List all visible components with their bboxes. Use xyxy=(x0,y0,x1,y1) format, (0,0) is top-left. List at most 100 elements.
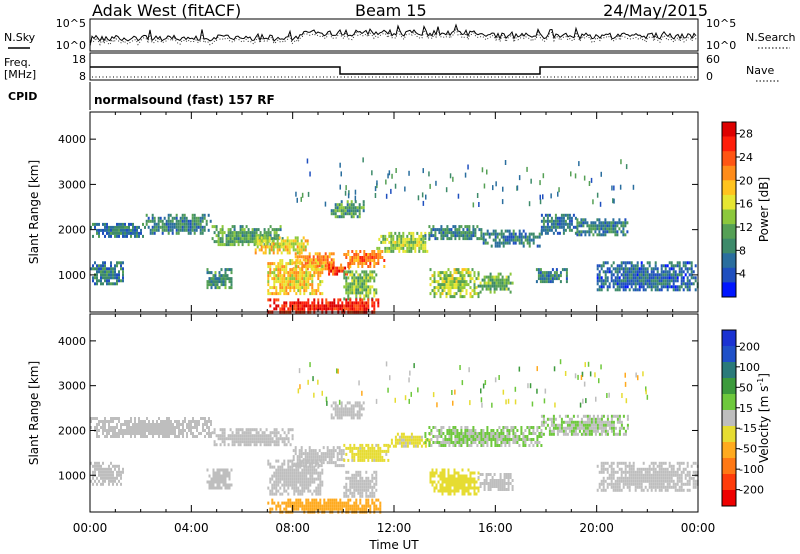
heatmap-cell xyxy=(371,170,373,176)
heatmap-cell xyxy=(344,190,347,196)
heatmap-cell xyxy=(227,231,230,235)
cpid-label: CPID xyxy=(8,90,37,103)
heatmap-cell xyxy=(342,212,345,216)
heatmap-cell xyxy=(230,283,233,287)
heatmap-cell xyxy=(167,216,170,220)
heatmap-cell xyxy=(334,401,337,405)
heatmap-cell xyxy=(145,222,148,226)
heatmap-cell xyxy=(406,246,409,250)
heatmap-cell xyxy=(352,215,355,219)
heatmap-cell xyxy=(285,286,288,290)
heatmap-cell xyxy=(431,280,434,284)
heatmap-cell xyxy=(163,216,166,220)
heatmap-cell xyxy=(347,297,350,301)
heatmap-cell xyxy=(486,441,489,444)
heatmap-cell xyxy=(311,307,314,311)
heatmap-cell xyxy=(358,416,361,420)
heatmap-cell xyxy=(223,243,226,247)
heatmap-cell xyxy=(347,488,350,492)
heatmap-cell xyxy=(340,269,343,273)
heatmap-cell xyxy=(594,224,597,228)
heatmap-cell xyxy=(351,282,354,286)
heatmap-cell xyxy=(332,263,335,267)
heatmap-cell xyxy=(322,458,325,462)
heatmap-cell xyxy=(203,213,206,217)
heatmap-cell xyxy=(606,261,609,265)
heatmap-cell xyxy=(167,213,170,217)
heatmap-cell xyxy=(92,267,94,271)
heatmap-cell xyxy=(287,462,290,466)
heatmap-cell xyxy=(194,423,196,426)
heatmap-cell xyxy=(520,432,523,435)
heatmap-cell xyxy=(251,440,254,444)
heatmap-cell xyxy=(602,426,605,430)
heatmap-cell xyxy=(614,488,617,492)
heatmap-cell xyxy=(120,267,122,271)
heatmap-cell xyxy=(297,465,300,469)
heatmap-cell xyxy=(365,282,368,286)
heatmap-cell xyxy=(347,470,350,474)
heatmap-cell xyxy=(170,432,172,435)
heatmap-cell xyxy=(394,441,397,445)
heatmap-cell xyxy=(467,480,470,484)
heatmap-cell xyxy=(224,274,227,278)
heatmap-cell xyxy=(318,252,321,256)
heatmap-cell xyxy=(465,477,468,481)
heatmap-cell xyxy=(292,261,295,265)
heatmap-cell xyxy=(309,259,312,263)
heatmap-cell xyxy=(606,285,609,289)
heatmap-cell xyxy=(221,240,224,244)
heatmap-cell xyxy=(100,464,102,468)
heatmap-cell xyxy=(359,485,362,489)
heatmap-cell xyxy=(500,438,503,441)
heatmap-cell xyxy=(336,464,339,468)
heatmap-cell xyxy=(604,461,607,465)
heatmap-cell xyxy=(504,238,507,242)
heatmap-cell xyxy=(199,216,202,220)
heatmap-cell xyxy=(219,240,222,244)
heatmap-cell xyxy=(322,255,325,259)
heatmap-cell xyxy=(180,423,182,426)
heatmap-cell xyxy=(449,480,452,484)
heatmap-cell xyxy=(327,307,330,311)
heatmap-cell xyxy=(476,444,479,447)
heatmap-cell xyxy=(116,435,118,438)
cpid-text: normalsound (fast) 157 RF xyxy=(94,93,275,107)
heatmap-cell xyxy=(640,273,643,277)
heatmap-cell xyxy=(489,290,492,294)
heatmap-cell xyxy=(640,473,643,477)
heatmap-cell xyxy=(92,470,94,474)
heatmap-cell xyxy=(479,485,482,488)
heatmap-cell xyxy=(620,267,623,271)
heatmap-cell xyxy=(418,435,421,439)
heatmap-cell xyxy=(546,222,549,226)
heatmap-cell xyxy=(336,404,339,408)
heatmap-cell xyxy=(338,452,341,456)
heatmap-cell xyxy=(210,423,212,426)
heatmap-cell xyxy=(369,479,372,483)
heatmap-cell xyxy=(279,265,282,269)
heatmap-cell xyxy=(369,270,372,274)
heatmap-cell xyxy=(104,228,106,232)
heatmap-cell xyxy=(632,479,635,483)
heatmap-cell xyxy=(314,455,317,459)
heatmap-cell xyxy=(433,489,436,493)
heatmap-cell xyxy=(138,420,140,423)
heatmap-cell xyxy=(263,243,266,247)
heatmap-cell xyxy=(394,246,397,250)
heatmap-cell xyxy=(632,184,635,190)
heatmap-cell xyxy=(439,283,442,287)
heatmap-cell xyxy=(265,231,268,235)
heatmap-cell xyxy=(606,417,609,421)
heatmap-cell xyxy=(271,437,274,441)
heatmap-cell xyxy=(317,471,320,475)
heatmap-cell xyxy=(455,480,458,484)
heatmap-cell xyxy=(355,256,358,259)
heatmap-cell xyxy=(404,435,407,439)
heatmap-cell xyxy=(156,420,158,423)
heatmap-cell xyxy=(501,482,504,485)
heatmap-cell xyxy=(453,286,456,290)
heatmap-cell xyxy=(656,276,659,280)
heatmap-cell xyxy=(245,234,248,238)
heatmap-cell xyxy=(406,237,409,241)
